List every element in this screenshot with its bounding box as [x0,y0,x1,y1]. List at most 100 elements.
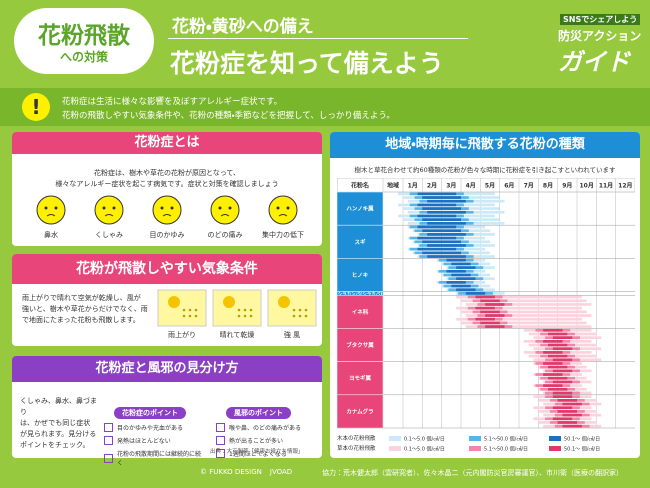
header-row [337,178,635,193]
season-peak [417,247,457,251]
pollen-name: ヒノキ [352,272,369,279]
season-peak [543,384,563,387]
text-line: が見られます。見分ける [20,430,97,438]
legend-swatch [549,436,561,441]
season-peak [451,284,471,288]
legend-range: 50.1〜 個/㎠/日 [564,446,600,453]
season-peak [422,240,461,244]
item-text: 花粉の飛散期間には継続的に続く [117,451,202,467]
season-peak [427,244,466,247]
condition-icons: 雨上がり 晴れて乾燥 強 風 [157,289,317,339]
text-line: 花粉の飛散しやすい気象条件や、花粉の種類・季節などを把握して、しっかり備えよう。 [62,111,395,121]
season-peak [422,218,461,221]
calendar: 花粉名 地域 1月 2月 3月 4月 5月 6月 7月 8月 9月 10月 11月 12月ハンノキ属スギヒ… [337,178,635,453]
badge-title: 花粉飛散 [38,23,130,49]
kicker: 花粉・黄砂への備え [172,17,314,37]
logo: © FUKKO DESIGN [200,468,262,476]
season-peak [417,236,457,240]
text-line: 花粉症は、樹木や草花の花粉が原因となって、 [93,169,241,177]
season-peak [456,288,476,292]
season-span [461,321,587,325]
pollen-name: ヨモギ属 [349,374,372,382]
season-peak [485,314,505,317]
pollen-name-cell [337,224,384,259]
cold-text: くしゃみ、鼻水、鼻づまり は、かぜでも同じ症状 が見られます。見分ける ポイントをチェ… [20,396,100,451]
season-peak [543,340,563,343]
season-peak [562,402,582,406]
eye [276,206,280,210]
pollen-dot [249,308,253,312]
season-peak [552,336,573,339]
face [94,195,124,225]
legend-label: 木本の花粉飛散 [337,434,376,442]
pollen-dot [182,314,186,318]
weather-heading: 花粉が飛散しやすい気象条件 [12,254,322,284]
column-label: 4月 [466,182,476,190]
pollen-name: シラカンバ(シラカバ) [338,290,383,297]
pollen-dot [249,314,253,318]
season-peak [548,376,568,380]
eye [44,206,48,210]
mouth [278,214,288,217]
season-peak [475,295,495,299]
intro-icon: ! [22,93,50,121]
weather-text: 雨上がりで晴れて空気が乾燥し、風が 強いと、樹木や草花からだけでなく、雨 で地面にた… [22,293,152,326]
column-label: 9月 [562,182,572,190]
box-item: 1週間ほどでよくなる [216,449,316,458]
eye [102,206,106,210]
legend-range: 0.1〜5.0 個/㎠/日 [404,436,445,443]
badge-sub: への対策 [59,50,108,64]
column-label: 1月 [408,182,418,190]
condition-box [212,289,262,327]
column-label: 花粉名 [350,182,369,190]
intro-text: 花粉症は生活に様々な影響を及ぼすアレルギー症状です。 花粉の飛散しやすい気象条件や… [62,95,395,123]
column-label: 2月 [427,182,437,190]
pollen-box: 花粉症のポイント 目のかゆみや充血がある 発熱はほとんどない 花粉の飛散期間には継続的… [104,400,202,467]
checkbox [216,449,225,458]
box-title: 風邪のポイント [226,407,291,419]
season-peak [480,310,500,314]
column-label: 11月 [599,182,613,190]
season-peak [475,306,495,310]
season-peak [417,203,457,207]
pollen-name: イネ科 [352,308,369,316]
text-line: 強いと、樹木や草花からだけでなく、雨 [22,305,148,313]
checkbox [104,436,113,445]
legend-range: 50.1〜 個/㎠/日 [564,436,600,443]
pollen-dot [298,308,302,312]
sun [278,296,290,308]
pollen-dot [298,314,302,318]
symptom-label: 目のかゆみ [150,231,185,239]
eye [286,206,290,210]
pollen-dot [243,308,247,312]
pollen-name-cell [337,328,384,362]
season-peak [422,207,461,210]
item-text: 喉や鼻、のどの痛みがある [229,425,302,432]
season-peak [548,365,568,369]
item-text: 発熱はほとんどない [117,438,171,445]
season-peak [562,413,582,417]
checkbox [216,436,225,445]
season-peak [475,317,495,321]
text-line: 様々なアレルギー症状を起こす病気です。症状と対策を確認しましょう [55,180,279,188]
season-peak [427,222,466,225]
about-text: 花粉症は、樹木や草花の花粉が原因となって、様々なアレルギー症状を起こす病気です。… [12,168,322,190]
box-item: 花粉の飛散期間には継続的に続く [104,449,202,467]
box-item: 喉や鼻、のどの痛みがある [216,423,316,432]
eye [54,206,58,210]
condition-box [267,289,317,327]
sun [223,296,235,308]
legend-range: 0.1〜5.0 個/㎠/日 [404,446,445,453]
condition-label: 強 風 [284,330,300,339]
season-span [465,303,592,306]
pollen-name: ブタクサ属 [346,341,374,349]
season-span [465,314,592,317]
divider [168,38,468,39]
symptom-label: くしゃみ [95,231,123,239]
legend-swatch [469,436,481,441]
season-peak [543,328,563,332]
pollen-dot [304,314,308,318]
symptom-label: 鼻水 [44,230,58,239]
column-label: 8月 [543,182,553,190]
